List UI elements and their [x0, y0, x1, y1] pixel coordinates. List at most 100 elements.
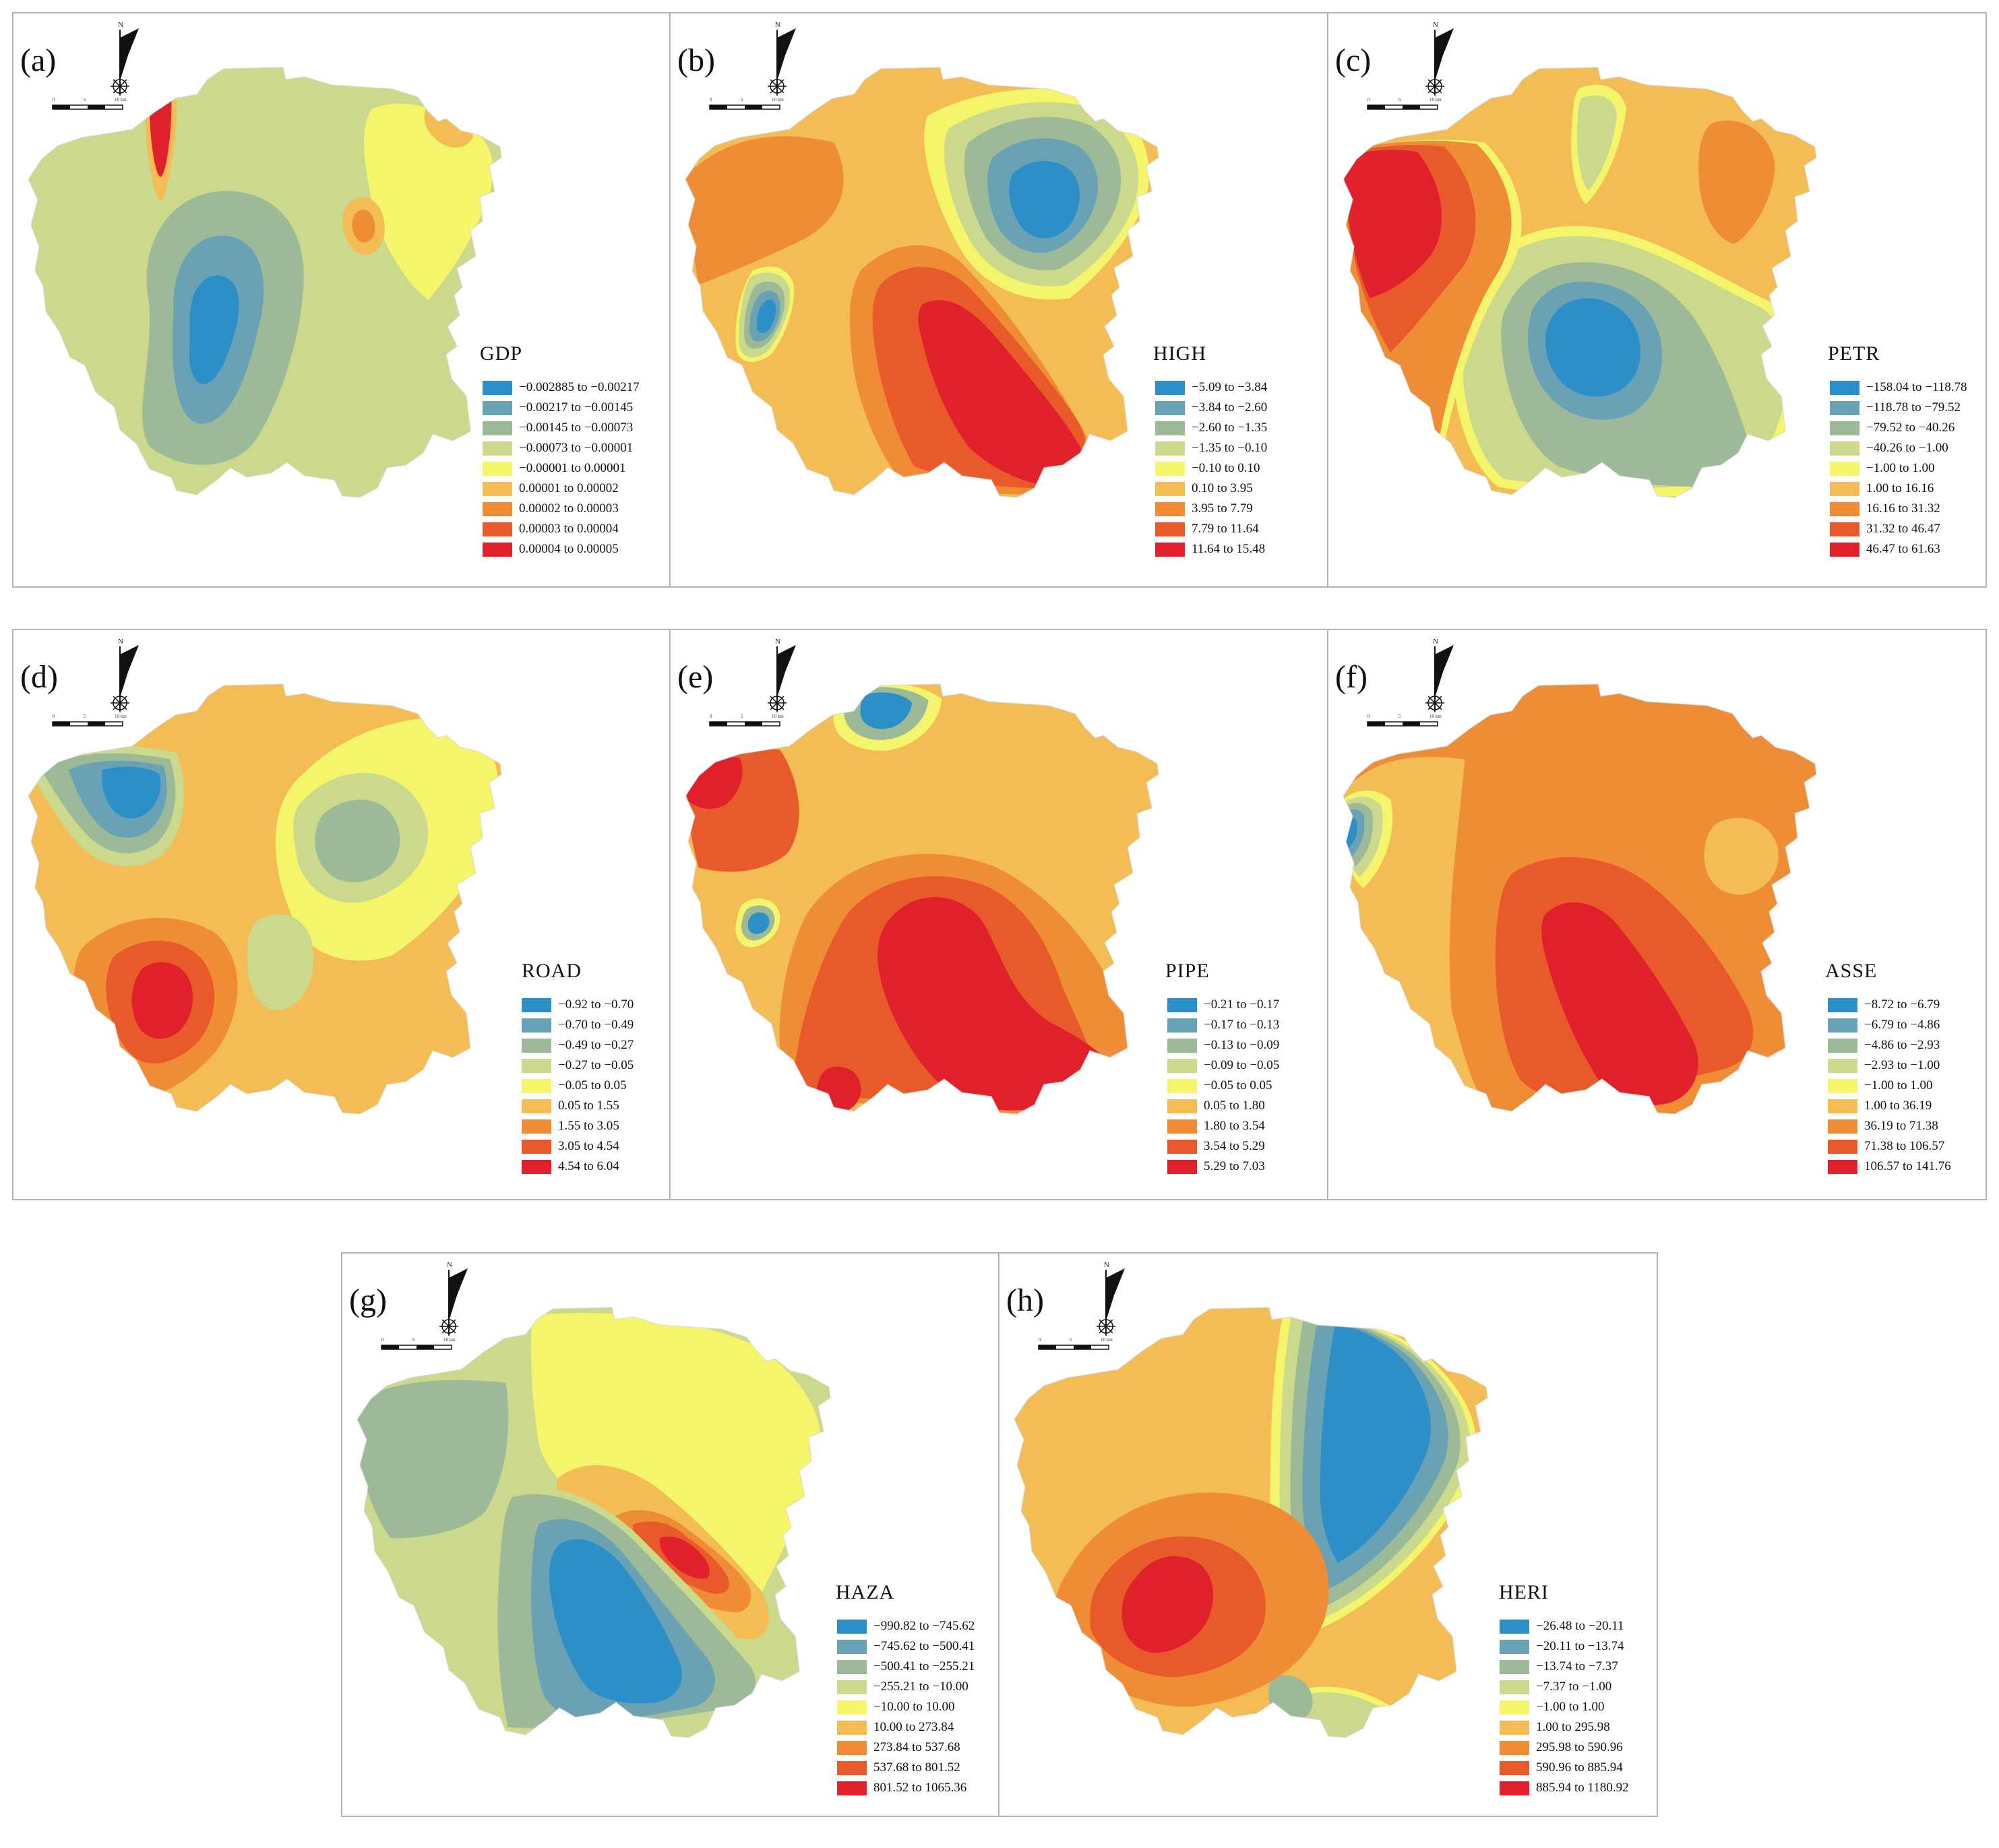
scale-tick-end: 10 km — [115, 97, 127, 102]
legend-range-label: −1.00 to 1.00 — [1536, 1700, 1605, 1714]
legend-item: −158.04 to −118.78 — [1830, 377, 1967, 398]
legend-swatch — [1167, 1018, 1197, 1033]
legend-item: −10.00 to 10.00 — [837, 1697, 975, 1717]
legend-item: 0.00001 to 0.00002 — [483, 479, 640, 499]
legend-swatch — [837, 1659, 867, 1674]
legend-range-label: 0.00002 to 0.00003 — [519, 501, 619, 516]
legend-range-label: −0.05 to 0.05 — [558, 1078, 627, 1092]
legend-item: 0.00004 to 0.00005 — [483, 539, 640, 559]
legend-swatch — [483, 461, 512, 476]
panel-label: (c) — [1335, 42, 1372, 78]
legend-swatch — [522, 1139, 551, 1154]
legend-range-label: −0.10 to 0.10 — [1192, 461, 1260, 475]
legend-range-label: −0.00001 to 0.00001 — [519, 461, 626, 475]
legend-item: −1.00 to 1.00 — [1500, 1697, 1629, 1717]
legend-petr: −158.04 to −118.78 −118.78 to −79.52 −79.5… — [1830, 377, 1967, 559]
legend-swatch — [522, 1058, 551, 1073]
legend-haza: −990.82 to −745.62 −745.62 to −500.41 −500… — [837, 1616, 975, 1798]
legend-swatch — [1500, 1760, 1529, 1775]
legend-swatch — [1828, 1139, 1857, 1154]
legend-road: −0.92 to −0.70 −0.70 to −0.49 −0.49 to −0.… — [522, 995, 634, 1177]
legend-range-label: 7.79 to 11.64 — [1192, 522, 1259, 536]
legend-item: 1.55 to 3.05 — [522, 1116, 634, 1136]
scale-tick-start: 0 — [710, 97, 712, 102]
legend-swatch — [1155, 441, 1185, 456]
legend-item: −745.62 to −500.41 — [837, 1636, 975, 1657]
legend-title: HAZA — [836, 1581, 895, 1603]
legend-item: −7.37 to −1.00 — [1500, 1677, 1629, 1697]
legend-item: 273.84 to 537.68 — [837, 1737, 975, 1758]
legend-pipe: −0.21 to −0.17 −0.17 to −0.13 −0.13 to −0.… — [1167, 995, 1279, 1177]
legend-swatch — [1500, 1781, 1529, 1795]
legend-range-label: 31.32 to 46.47 — [1866, 522, 1940, 536]
contour-zone-haza-7 — [659, 1536, 710, 1579]
legend-range-label: −0.09 to −0.05 — [1204, 1058, 1280, 1072]
legend-swatch — [1830, 421, 1859, 435]
scale-tick-end: 10 km — [772, 714, 784, 719]
legend-item: −0.70 to −0.49 — [522, 1015, 634, 1035]
legend-swatch — [1155, 400, 1185, 415]
legend-swatch — [1830, 522, 1859, 536]
north-arrow-icon: N — [1425, 21, 1454, 96]
legend-item: −26.48 to −20.11 — [1500, 1616, 1629, 1636]
legend-range-label: 3.05 to 4.54 — [558, 1139, 619, 1153]
legend-range-label: −158.04 to −118.78 — [1866, 380, 1967, 394]
north-label: N — [1104, 1261, 1109, 1269]
legend-gdp: −0.002885 to −0.00217 −0.00217 to −0.0014… — [483, 377, 640, 559]
legend-swatch — [522, 1078, 551, 1093]
legend-swatch — [1828, 1119, 1857, 1134]
legend-range-label: −255.21 to −10.00 — [873, 1680, 968, 1694]
legend-swatch — [522, 1038, 551, 1053]
north-arrow-icon: N — [111, 21, 139, 96]
legend-range-label: 537.68 to 801.52 — [873, 1760, 960, 1775]
choropleth-map-heri — [1014, 1307, 1488, 1738]
legend-heri: −26.48 to −20.11 −20.11 to −13.74 −13.74 t… — [1500, 1616, 1629, 1798]
legend-swatch — [837, 1619, 867, 1634]
contour-zone-heri-12 — [1121, 1556, 1213, 1653]
legend-swatch — [1828, 1038, 1857, 1053]
legend-swatch — [483, 441, 512, 456]
legend-range-label: −8.72 to −6.79 — [1864, 997, 1940, 1012]
legend-swatch — [1500, 1720, 1529, 1735]
legend-range-label: −1.00 to 1.00 — [1866, 461, 1935, 475]
legend-item: 3.05 to 4.54 — [522, 1136, 634, 1157]
legend-high: −5.09 to −3.84 −3.84 to −2.60 −2.60 to −1.… — [1155, 377, 1267, 559]
contour-zone-asse-10 — [1541, 902, 1698, 1106]
legend-range-label: −990.82 to −745.62 — [873, 1619, 975, 1633]
scale-tick-end: 10 km — [1429, 97, 1442, 102]
legend-swatch — [1155, 522, 1185, 536]
legend-swatch — [1167, 1038, 1197, 1053]
legend-swatch — [1155, 421, 1185, 435]
legend-item: 537.68 to 801.52 — [837, 1758, 975, 1778]
row-1-divider-2 — [1327, 12, 1328, 588]
legend-item: −13.74 to −7.37 — [1500, 1657, 1629, 1677]
choropleth-map-high — [685, 67, 1159, 498]
legend-item: 590.96 to 885.94 — [1500, 1758, 1629, 1778]
north-label: N — [447, 1261, 452, 1269]
contour-zone-asse-8 — [1704, 818, 1779, 895]
legend-range-label: −10.00 to 10.00 — [873, 1700, 955, 1714]
legend-range-label: 5.29 to 7.03 — [1204, 1159, 1265, 1173]
legend-item: 0.05 to 1.80 — [1167, 1096, 1279, 1116]
contour-zone-petr-4 — [1698, 121, 1775, 245]
legend-range-label: −20.11 to −13.74 — [1536, 1639, 1624, 1653]
legend-range-label: −26.48 to −20.11 — [1536, 1619, 1624, 1633]
panel-label: (d) — [20, 659, 58, 695]
legend-item: −118.78 to −79.52 — [1830, 398, 1967, 418]
legend-range-label: −3.84 to −2.60 — [1192, 400, 1268, 414]
legend-title: GDP — [480, 342, 523, 365]
legend-range-label: −0.17 to −0.13 — [1204, 1018, 1280, 1032]
legend-range-label: 3.95 to 7.79 — [1192, 501, 1253, 516]
legend-swatch — [1830, 542, 1859, 557]
legend-swatch — [1828, 1159, 1857, 1174]
legend-item: −0.002885 to −0.00217 — [483, 377, 640, 398]
row-1-frame — [12, 12, 1987, 588]
legend-range-label: −13.74 to −7.37 — [1536, 1659, 1618, 1673]
legend-range-label: 1.00 to 295.98 — [1536, 1720, 1610, 1734]
scale-tick-mid: 5 — [1398, 714, 1401, 719]
legend-range-label: −0.49 to −0.27 — [558, 1038, 634, 1052]
legend-range-label: −0.27 to −0.05 — [558, 1058, 634, 1072]
legend-item: 1.00 to 295.98 — [1500, 1717, 1629, 1737]
legend-item: −0.00001 to 0.00001 — [483, 458, 640, 479]
legend-swatch — [837, 1740, 867, 1755]
